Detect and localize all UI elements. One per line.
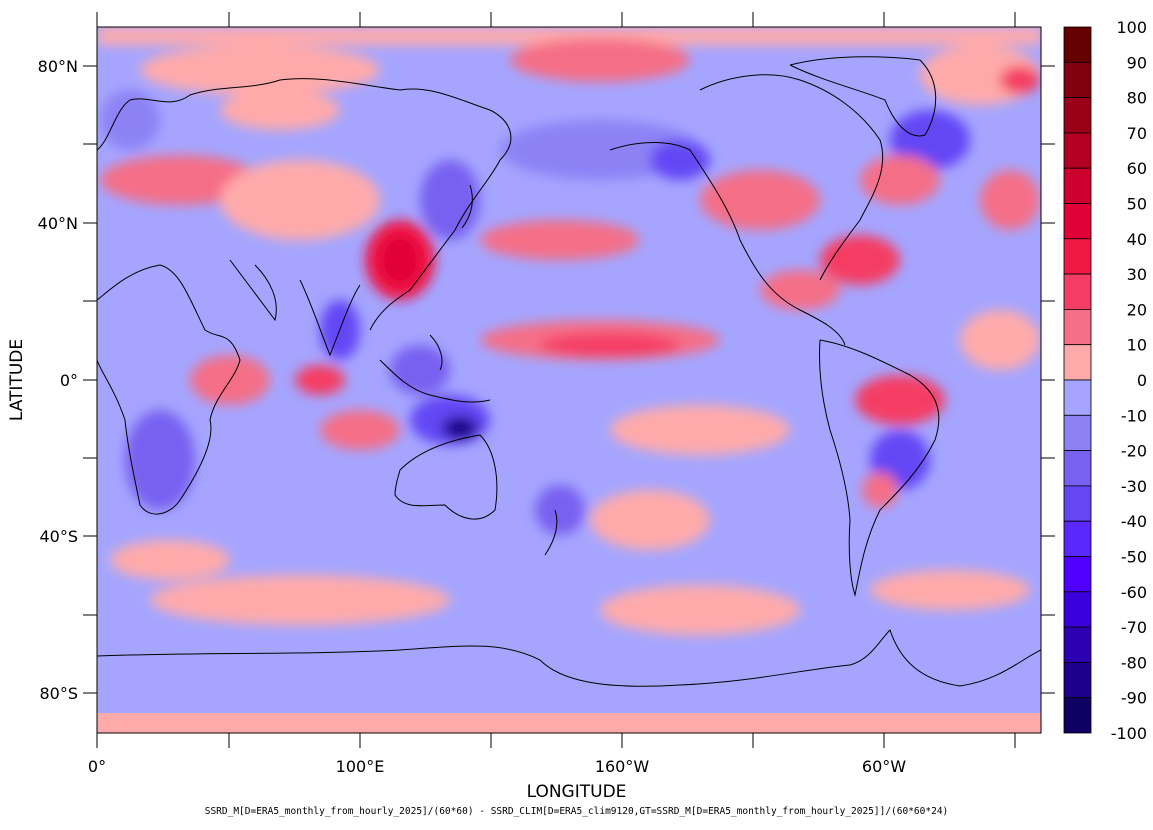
x-tick-label: 60°W [862, 757, 906, 776]
colorbar-label: 70 [1127, 124, 1147, 143]
colorbar-label: -100 [1111, 724, 1147, 743]
colorbar-label: 90 [1127, 53, 1147, 72]
colorbar-label: 40 [1127, 230, 1147, 249]
colorbar-label: -10 [1121, 406, 1147, 425]
colorbar-swatch [1063, 379, 1092, 416]
colorbar-swatch [1063, 132, 1092, 169]
x-axis-label: LONGITUDE [526, 782, 627, 802]
colorbar-label: 80 [1127, 89, 1147, 108]
colorbar-swatch [1063, 238, 1092, 275]
colorbar-swatch [1063, 203, 1092, 240]
colorbar-label: -70 [1121, 618, 1147, 637]
colorbar-label: -50 [1121, 548, 1147, 567]
colorbar-swatch [1063, 167, 1092, 204]
colorbar-label: -30 [1121, 477, 1147, 496]
colorbar-label: 30 [1127, 265, 1147, 284]
colorbar-swatch [1063, 626, 1092, 663]
colorbar-swatch [1063, 662, 1092, 699]
x-tick-label: 160°W [595, 757, 650, 776]
colorbar-swatch [1063, 97, 1092, 134]
y-tick-label: 80°N [38, 57, 78, 76]
colorbar-swatch [1063, 414, 1092, 451]
colorbar-label: 50 [1127, 195, 1147, 214]
colorbar-label: 0 [1137, 371, 1147, 390]
y-tick-labels: 80°N 40°N 0° 40°S 80°S [38, 57, 78, 703]
colorbar-label: -40 [1121, 512, 1147, 531]
y-ticks [83, 65, 1055, 694]
colorbar-swatch [1063, 697, 1092, 734]
colorbar-label: 100 [1116, 18, 1147, 37]
colorbar [1063, 26, 1092, 734]
x-tick-labels: 0° 100°E 160°W 60°W [88, 757, 906, 776]
y-tick-label: 0° [60, 371, 78, 390]
colorbar-label: -60 [1121, 583, 1147, 602]
y-tick-label: 40°S [39, 527, 78, 546]
colorbar-label: -90 [1121, 689, 1147, 708]
colorbar-swatch [1063, 485, 1092, 522]
colorbar-labels: 1009080706050403020100-10-20-30-40-50-60… [1111, 18, 1147, 743]
colorbar-label: -80 [1121, 653, 1147, 672]
colorbar-label: -20 [1121, 442, 1147, 461]
colorbar-swatch [1063, 273, 1092, 310]
colorbar-label: 60 [1127, 159, 1147, 178]
map-field [97, 27, 1041, 733]
y-tick-label: 40°N [38, 214, 78, 233]
colorbar-swatch [1063, 450, 1092, 487]
colorbar-swatch [1063, 344, 1092, 381]
colorbar-swatch [1063, 61, 1092, 98]
x-ticks [96, 12, 1016, 748]
coastlines [97, 56, 1041, 687]
x-tick-label: 100°E [336, 757, 385, 776]
x-tick-label: 0° [88, 757, 106, 776]
y-axis-label: LATITUDE [7, 338, 27, 422]
colorbar-swatch [1063, 26, 1092, 63]
colorbar-label: 20 [1127, 300, 1147, 319]
colorbar-swatch [1063, 591, 1092, 628]
colorbar-swatch [1063, 308, 1092, 346]
colorbar-label: 10 [1127, 336, 1147, 355]
formula-caption: SSRD_M[D=ERA5_monthly_from_hourly_2025]/… [204, 806, 949, 817]
y-tick-label: 80°S [39, 684, 78, 703]
colorbar-swatch [1063, 556, 1092, 593]
colorbar-swatch [1063, 520, 1092, 557]
